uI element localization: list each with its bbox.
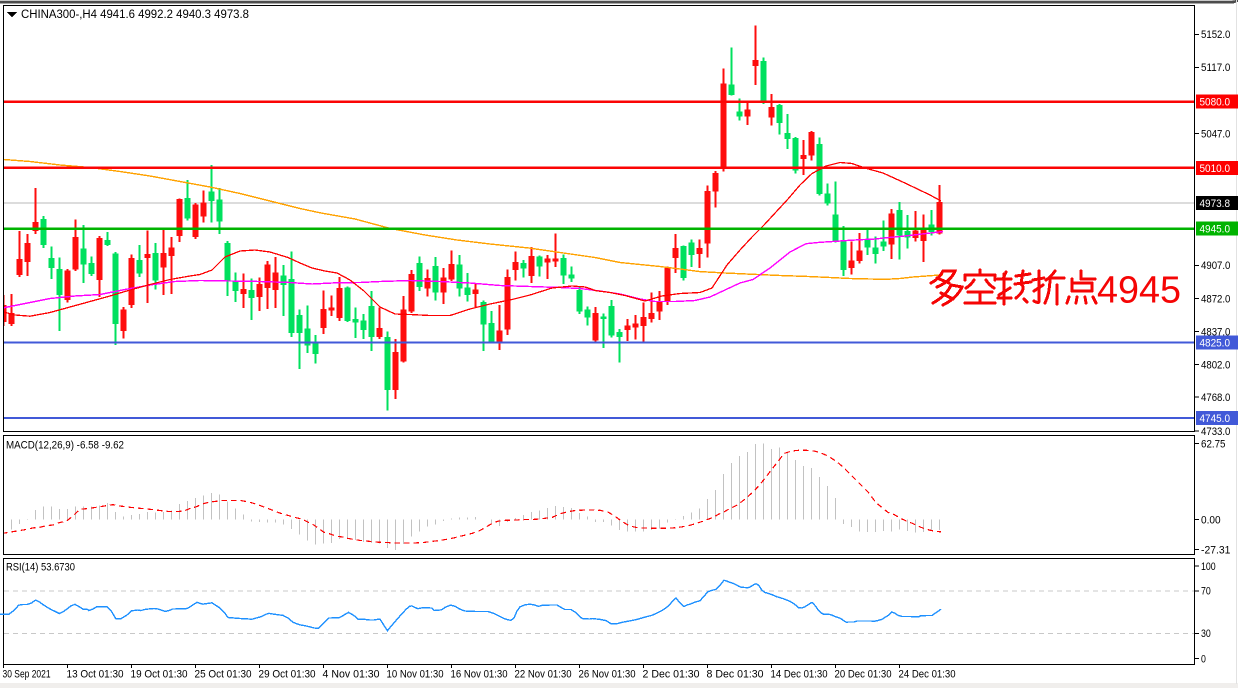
svg-text:22 Nov 01:30: 22 Nov 01:30 xyxy=(515,669,572,681)
svg-text:10 Nov 01:30: 10 Nov 01:30 xyxy=(387,669,444,681)
svg-text:CHINA300-,H4 4941.6 4992.2 49: CHINA300-,H4 4941.6 4992.2 4940.3 4973.8 xyxy=(21,9,249,21)
svg-text:4945: 4945 xyxy=(1097,270,1181,312)
svg-text:2 Dec 01:30: 2 Dec 01:30 xyxy=(643,669,700,681)
svg-text:MACD(12,26,9) -6.58 -9.62: MACD(12,26,9) -6.58 -9.62 xyxy=(6,440,124,452)
svg-text:20 Dec 01:30: 20 Dec 01:30 xyxy=(835,669,892,681)
svg-text:16 Nov 01:30: 16 Nov 01:30 xyxy=(451,669,508,681)
svg-text:4802.0: 4802.0 xyxy=(1201,359,1230,371)
svg-text:30 Sep 2021: 30 Sep 2021 xyxy=(3,669,51,681)
svg-text:RSI(14) 53.6730: RSI(14) 53.6730 xyxy=(6,562,75,574)
svg-text:4945.0: 4945.0 xyxy=(1200,224,1231,236)
svg-text:4733.0: 4733.0 xyxy=(1201,426,1230,438)
svg-text:5117.0: 5117.0 xyxy=(1201,62,1230,74)
svg-text:0.00: 0.00 xyxy=(1201,515,1221,527)
svg-text:4973.8: 4973.8 xyxy=(1200,198,1231,210)
svg-text:29 Oct 01:30: 29 Oct 01:30 xyxy=(259,669,316,681)
svg-text:13 Oct 01:30: 13 Oct 01:30 xyxy=(67,669,124,681)
svg-text:24 Dec 01:30: 24 Dec 01:30 xyxy=(899,669,956,681)
svg-text:5010.0: 5010.0 xyxy=(1200,163,1231,175)
svg-text:30: 30 xyxy=(1201,628,1211,640)
svg-text:5152.0: 5152.0 xyxy=(1201,29,1230,41)
svg-text:100: 100 xyxy=(1201,561,1216,573)
svg-text:4745.0: 4745.0 xyxy=(1200,413,1231,425)
svg-text:14 Dec 01:30: 14 Dec 01:30 xyxy=(771,669,828,681)
svg-text:0: 0 xyxy=(1201,653,1206,665)
svg-text:4872.0: 4872.0 xyxy=(1201,293,1230,305)
svg-text:4907.0: 4907.0 xyxy=(1201,260,1230,272)
svg-text:4837.0: 4837.0 xyxy=(1201,326,1230,338)
svg-text:5080.0: 5080.0 xyxy=(1200,97,1231,109)
svg-text:4 Nov 01:30: 4 Nov 01:30 xyxy=(323,669,380,681)
svg-text:70: 70 xyxy=(1201,586,1211,598)
svg-text:4825.0: 4825.0 xyxy=(1200,338,1231,350)
svg-text:-27.31: -27.31 xyxy=(1201,544,1230,556)
svg-text:4768.0: 4768.0 xyxy=(1201,392,1230,404)
svg-text:8 Dec 01:30: 8 Dec 01:30 xyxy=(707,669,764,681)
svg-text:5047.0: 5047.0 xyxy=(1201,128,1230,140)
svg-text:19 Oct 01:30: 19 Oct 01:30 xyxy=(131,669,188,681)
svg-text:26 Nov 01:30: 26 Nov 01:30 xyxy=(579,669,636,681)
svg-text:25 Oct 01:30: 25 Oct 01:30 xyxy=(195,669,252,681)
svg-text:62.75: 62.75 xyxy=(1201,438,1226,450)
